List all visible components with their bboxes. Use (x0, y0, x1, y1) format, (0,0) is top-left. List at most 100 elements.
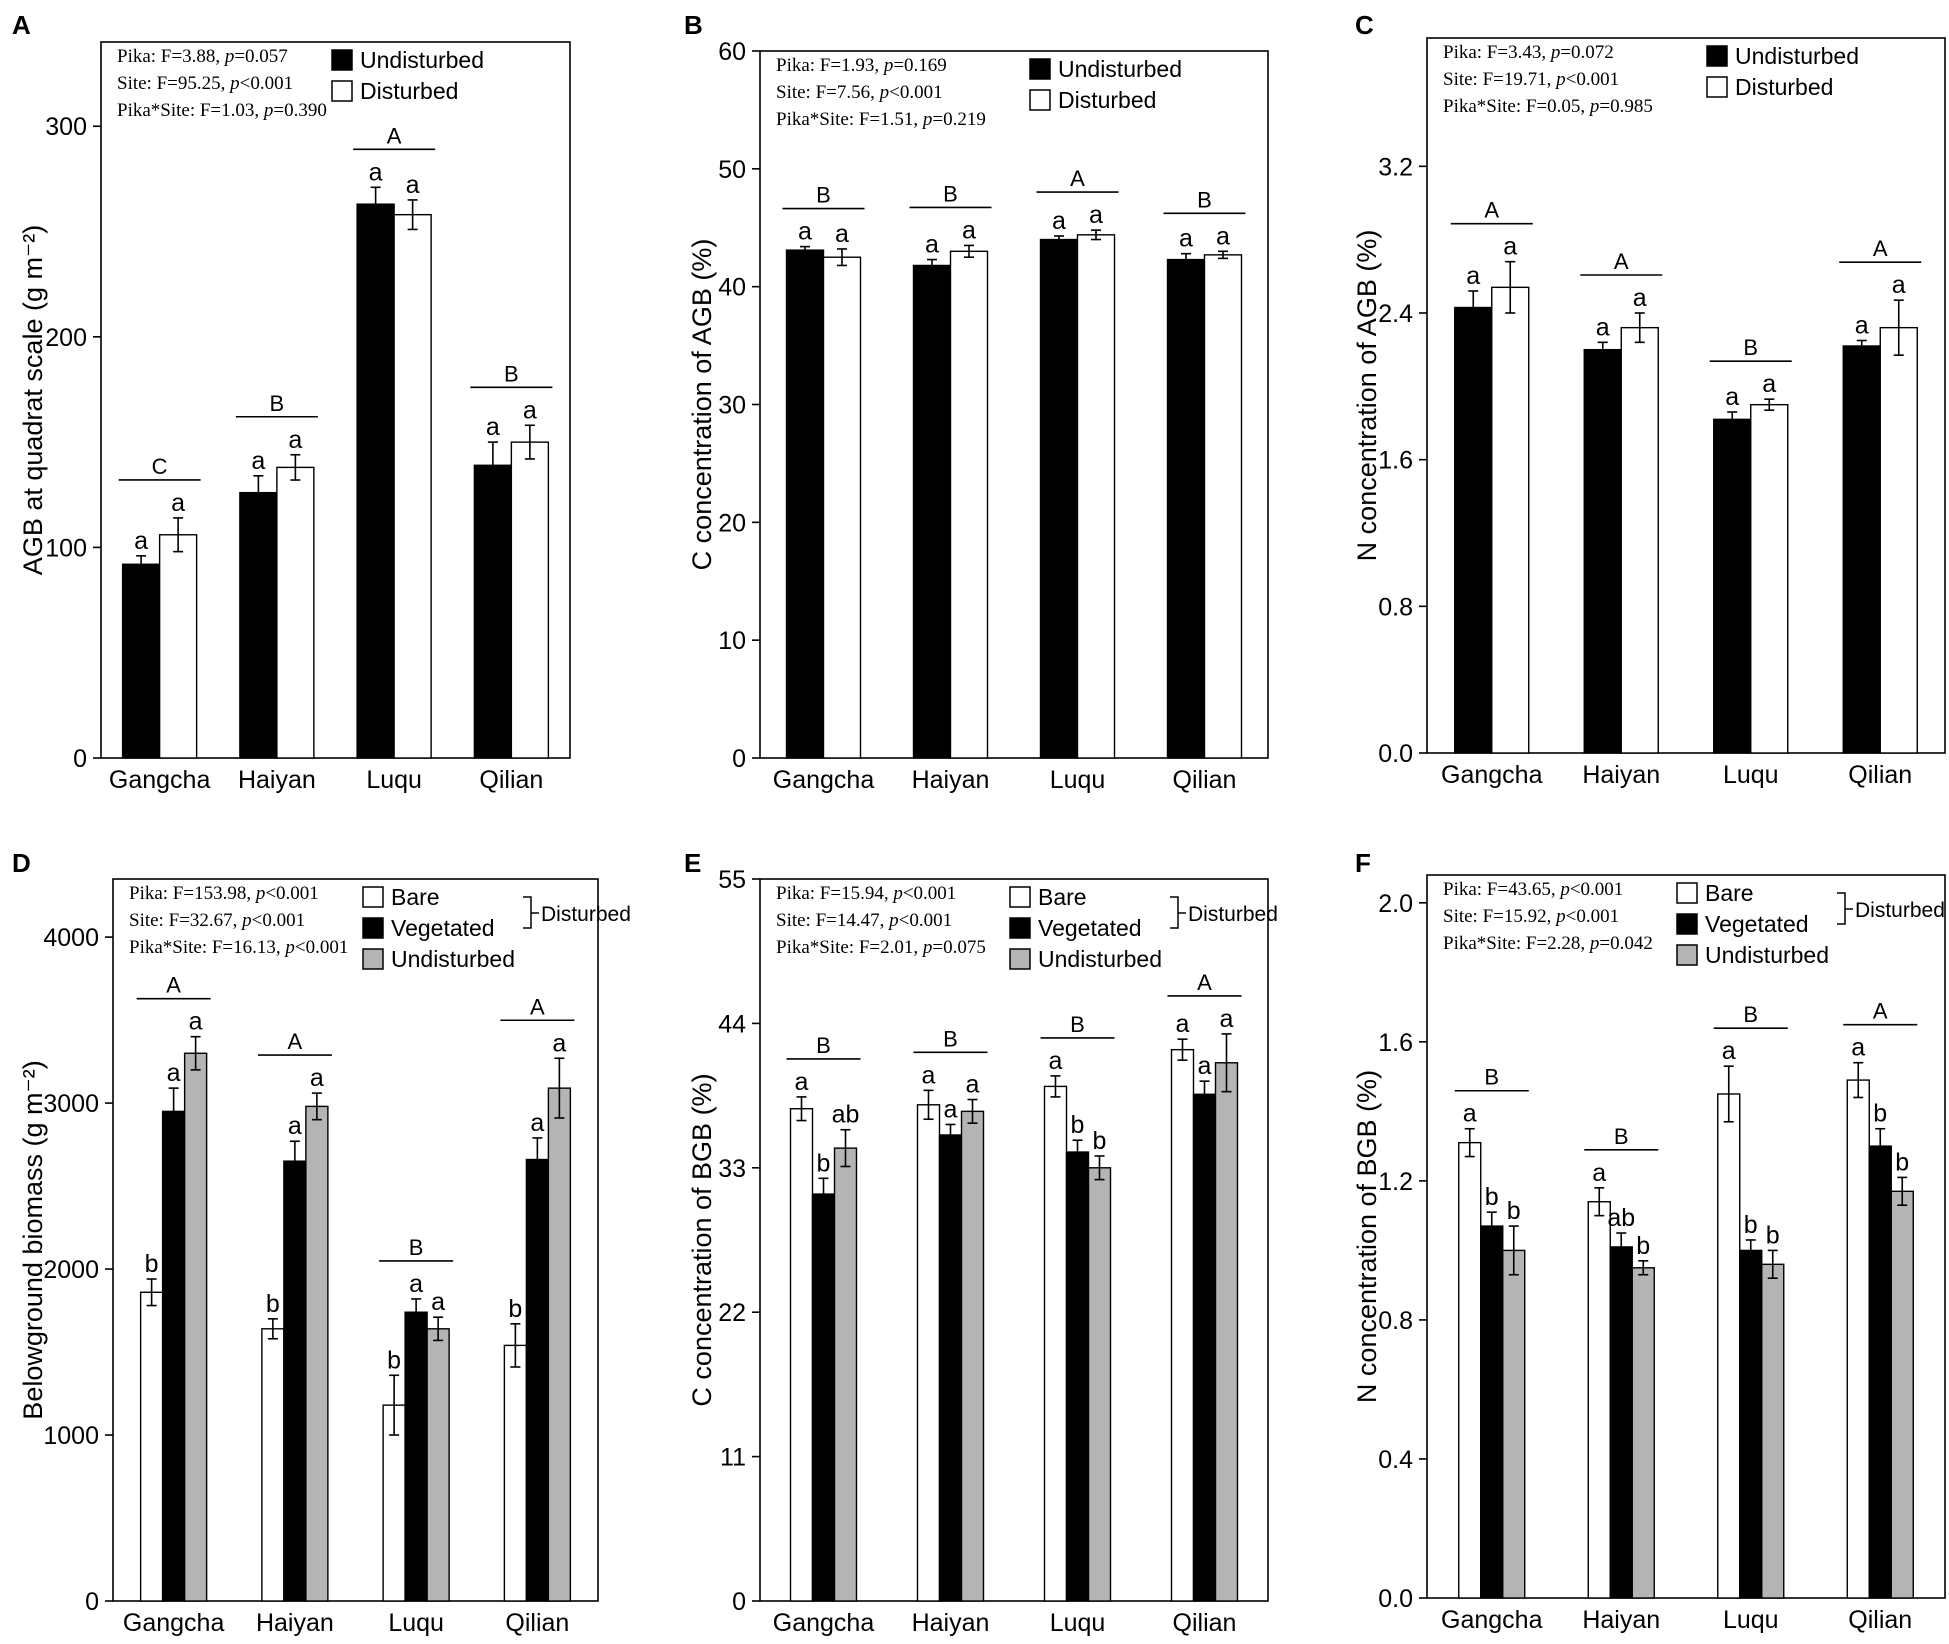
panel-f: F 0.0 0.4 0.8 1.2 1.6 2.0 N concentration of BG… (1352, 848, 1946, 1634)
bar (1631, 1267, 1655, 1599)
significance-letter: a (962, 216, 976, 244)
legend-label: Undisturbed (360, 47, 484, 73)
bar (811, 1193, 836, 1602)
bar (1750, 403, 1789, 754)
stat-line: Site: F=19.71, p<0.001 (1443, 69, 1619, 90)
bar (305, 1105, 329, 1602)
site-letter: B (504, 361, 519, 386)
legend-label: Bare (1705, 880, 1754, 906)
y-tick-label: 10 (718, 627, 746, 655)
legend-label: Undisturbed (1038, 946, 1162, 972)
y-tick-label: 11 (720, 1444, 746, 1472)
site-letter: B (270, 391, 285, 416)
significance-letter: a (189, 1008, 203, 1036)
bar (547, 1087, 572, 1602)
y-tick-label: 0.0 (1378, 1585, 1413, 1613)
site-letter: A (1197, 970, 1212, 995)
x-tick-label: Haiyan (912, 1609, 990, 1637)
y-axis-label: C concentration of BGB (%) (687, 1073, 717, 1406)
site-letter: A (1070, 166, 1085, 191)
significance-letter: a (530, 1109, 544, 1137)
site-letter: A (1614, 249, 1629, 274)
x-tick-label: Luqu (1050, 766, 1106, 794)
x-tick-label: Gangcha (1441, 761, 1543, 789)
legend-label: Disturbed (360, 78, 458, 104)
y-tick-label: 22 (718, 1299, 746, 1327)
y-tick-label: 1000 (43, 1422, 99, 1450)
legend-label: Undisturbed (1735, 43, 1859, 69)
y-tick-label: 30 (718, 392, 746, 420)
x-tick-label: Luqu (388, 1609, 444, 1637)
y-axis-label: N concentration of BGB (%) (1352, 1070, 1382, 1403)
legend-swatch (1676, 913, 1698, 935)
site-letter: C (152, 454, 168, 479)
legend-label: Disturbed (1058, 87, 1156, 113)
bar (912, 264, 952, 759)
significance-letter: a (835, 220, 849, 248)
x-tick-label: Gangcha (123, 1609, 225, 1637)
significance-letter: a (1179, 225, 1193, 253)
stat-line: Pika: F=43.65, p<0.001 (1443, 879, 1623, 900)
bar (1043, 1085, 1068, 1602)
significance-letter: a (288, 1112, 302, 1140)
stat-line: Site: F=15.92, p<0.001 (1443, 906, 1619, 927)
y-tick-label: 0.0 (1378, 740, 1413, 768)
bar (916, 1104, 941, 1602)
significance-letter: b (145, 1250, 159, 1278)
site-letter: A (1873, 999, 1888, 1024)
significance-letter: b (1485, 1183, 1499, 1211)
significance-letter: a (409, 1270, 423, 1298)
x-tick-label: Haiyan (912, 766, 990, 794)
bar (1879, 326, 1918, 754)
legend-swatch (1706, 76, 1728, 98)
x-tick-label: Gangcha (1441, 1606, 1543, 1634)
bar (525, 1158, 550, 1602)
site-letter: A (530, 994, 545, 1019)
stat-line: Pika*Site: F=2.28, p=0.042 (1443, 933, 1653, 954)
y-tick-label: 3.2 (1378, 153, 1413, 181)
bar (139, 1291, 164, 1602)
panel-letter: B (684, 10, 703, 40)
stat-line: Pika*Site: F=1.03, p=0.390 (117, 100, 327, 121)
site-letter: B (1743, 1002, 1758, 1027)
significance-letter: b (1636, 1232, 1650, 1260)
stat-line: Site: F=7.56, p<0.001 (776, 82, 943, 103)
significance-letter: ab (832, 1101, 860, 1129)
legend-group-label: Disturbed (1188, 903, 1278, 926)
y-tick-label: 0 (73, 745, 87, 773)
bar (1076, 234, 1116, 759)
bar (356, 203, 395, 759)
significance-letter: a (944, 1095, 958, 1123)
stat-line: Pika: F=1.93, p=0.169 (776, 55, 947, 76)
y-tick-label: 1.6 (1378, 1029, 1413, 1057)
bar (789, 1108, 814, 1602)
significance-letter: b (1766, 1221, 1780, 1249)
significance-letter: a (552, 1029, 566, 1057)
panel-letter: D (12, 848, 31, 878)
legend-label: Disturbed (1735, 74, 1833, 100)
panel-c: C 0.0 0.8 1.6 2.4 3.2 N concentration of AGB (… (1352, 10, 1946, 789)
significance-letter: a (167, 1059, 181, 1087)
stat-line: Site: F=95.25, p<0.001 (117, 73, 293, 94)
plot-frame (100, 41, 571, 759)
significance-letter: b (1507, 1197, 1521, 1225)
site-letter: B (409, 1235, 424, 1260)
bar (1620, 326, 1659, 754)
y-tick-label: 2.0 (1378, 890, 1413, 918)
site-letter: B (1484, 1065, 1499, 1090)
legend-bracket (523, 896, 539, 929)
y-tick-label: 33 (718, 1155, 746, 1183)
significance-letter: a (1463, 1100, 1477, 1128)
significance-letter: a (406, 171, 420, 199)
site-letter: B (943, 181, 958, 206)
y-tick-label: 60 (718, 38, 746, 66)
significance-letter: a (798, 218, 812, 246)
bar (404, 1311, 428, 1602)
bar (276, 466, 315, 759)
panel-a: A 0 100 200 300 AGB at quadrat scale (g m⁻²) P… (12, 10, 571, 794)
stat-line: Pika*Site: F=16.13, p<0.001 (129, 937, 348, 958)
legend-swatch (362, 886, 384, 908)
legend-label: Bare (1038, 884, 1087, 910)
legend-group-label: Disturbed (541, 903, 631, 926)
x-tick-label: Haiyan (1582, 1606, 1660, 1634)
